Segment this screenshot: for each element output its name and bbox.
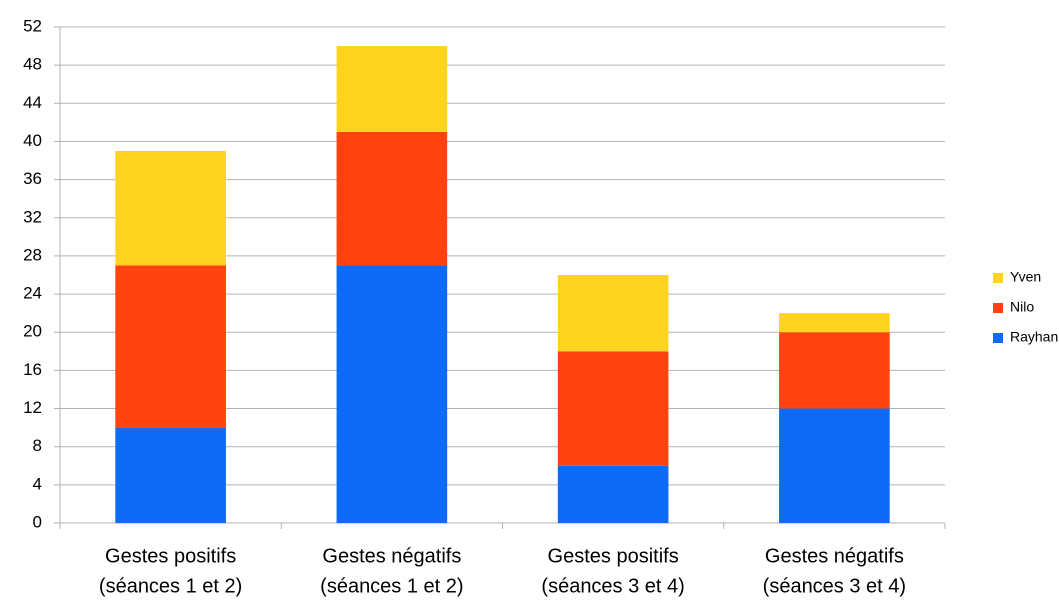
- y-tick-label: 52: [23, 16, 42, 35]
- bar-segment: [557, 351, 669, 466]
- x-tick-label: (séances 1 et 2): [320, 575, 463, 597]
- y-tick-label: 16: [23, 360, 42, 379]
- bar-segment: [779, 408, 890, 523]
- x-tick-label: Gestes négatifs: [322, 545, 461, 567]
- y-tick-label: 12: [23, 398, 42, 417]
- x-tick-label: (séances 3 et 4): [763, 575, 906, 597]
- y-tick-label: 36: [23, 169, 42, 188]
- y-tick-label: 8: [33, 436, 42, 455]
- bar-segment: [336, 265, 448, 523]
- y-tick-label: 48: [23, 55, 42, 74]
- bar-segment: [336, 131, 448, 266]
- y-tick-label: 44: [23, 93, 42, 112]
- y-tick-label: 20: [23, 322, 42, 341]
- legend-swatch: [993, 333, 1003, 343]
- y-tick-label: 0: [33, 512, 42, 531]
- legend-swatch: [993, 303, 1003, 313]
- y-tick-label: 24: [23, 284, 42, 303]
- legend-label: Nilo: [1010, 299, 1034, 315]
- legend-label: Rayhan: [1010, 329, 1058, 345]
- y-tick-label: 28: [23, 245, 42, 264]
- x-tick-label: (séances 1 et 2): [99, 575, 242, 597]
- x-tick-label: (séances 3 et 4): [541, 575, 684, 597]
- y-tick-label: 4: [33, 474, 42, 493]
- bar-segment: [115, 265, 226, 428]
- y-tick-label: 32: [23, 207, 42, 226]
- bar-segment: [115, 427, 226, 523]
- x-tick-label: Gestes négatifs: [765, 545, 904, 567]
- legend-swatch: [993, 273, 1003, 283]
- bar-segment: [779, 332, 890, 409]
- x-tick-label: Gestes positifs: [548, 545, 679, 567]
- y-tick-label: 40: [23, 131, 42, 150]
- legend-label: Yven: [1010, 269, 1041, 285]
- bar-segment: [336, 46, 448, 132]
- bar-segment: [779, 313, 890, 333]
- bar-segment: [115, 151, 226, 266]
- bar-segment: [557, 275, 669, 352]
- x-tick-label: Gestes positifs: [105, 545, 236, 567]
- bar-segment: [557, 465, 669, 523]
